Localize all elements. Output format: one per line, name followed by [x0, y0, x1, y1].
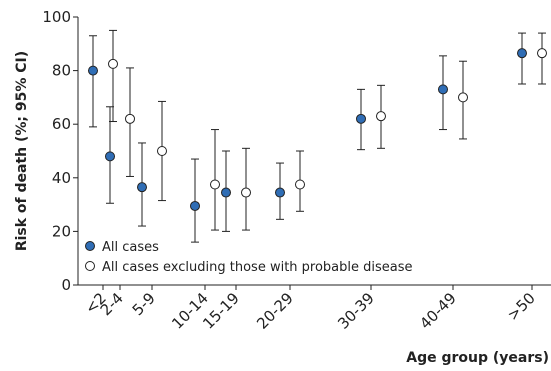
x-tick-label: 15-19: [199, 289, 243, 333]
plot-area: [88, 29, 547, 243]
data-point: [241, 187, 251, 198]
data-point: [210, 179, 220, 190]
data-point: [537, 48, 547, 59]
legend-marker: [85, 241, 95, 251]
x-tick-label: 20-29: [253, 289, 297, 333]
data-point: [137, 182, 147, 193]
x-tick-label: 40-49: [416, 289, 460, 333]
legend-label: All cases: [102, 240, 159, 255]
data-point: [108, 58, 118, 69]
data-point: [458, 92, 468, 103]
data-point: [275, 187, 285, 198]
y-axis-title: Risk of death (%; 95% CI): [14, 51, 30, 251]
y-tick-label: 100: [42, 8, 71, 26]
y-tick-label: 20: [52, 222, 71, 240]
x-tick-label: >50: [504, 289, 539, 324]
y-tick-label: 40: [52, 169, 71, 187]
data-point: [88, 65, 98, 76]
data-point: [125, 113, 135, 124]
data-point: [517, 48, 527, 59]
data-point: [190, 200, 200, 211]
y-tick-label: 60: [52, 115, 71, 133]
series-1: [88, 32, 527, 243]
legend-label: All cases excluding those with probable …: [102, 260, 413, 275]
data-point: [295, 179, 305, 190]
data-point: [105, 151, 115, 162]
data-point: [376, 111, 386, 122]
data-point: [221, 187, 231, 198]
x-tick-label: 5-9: [129, 289, 159, 319]
x-tick-label: 30-39: [334, 289, 378, 333]
series-2: [108, 29, 547, 231]
legend: All cases All cases excluding those with …: [85, 240, 413, 275]
y-tick-label: 0: [61, 276, 71, 294]
y-tick-label: 80: [52, 62, 71, 80]
data-point: [438, 84, 448, 95]
x-axis-title: Age group (years): [406, 350, 549, 366]
legend-marker: [85, 261, 95, 271]
data-point: [157, 146, 167, 156]
y-axis: 0 20 40 60 80 100: [42, 8, 79, 294]
data-point: [356, 113, 366, 124]
y-ticks: 0 20 40 60 80 100: [42, 8, 78, 294]
